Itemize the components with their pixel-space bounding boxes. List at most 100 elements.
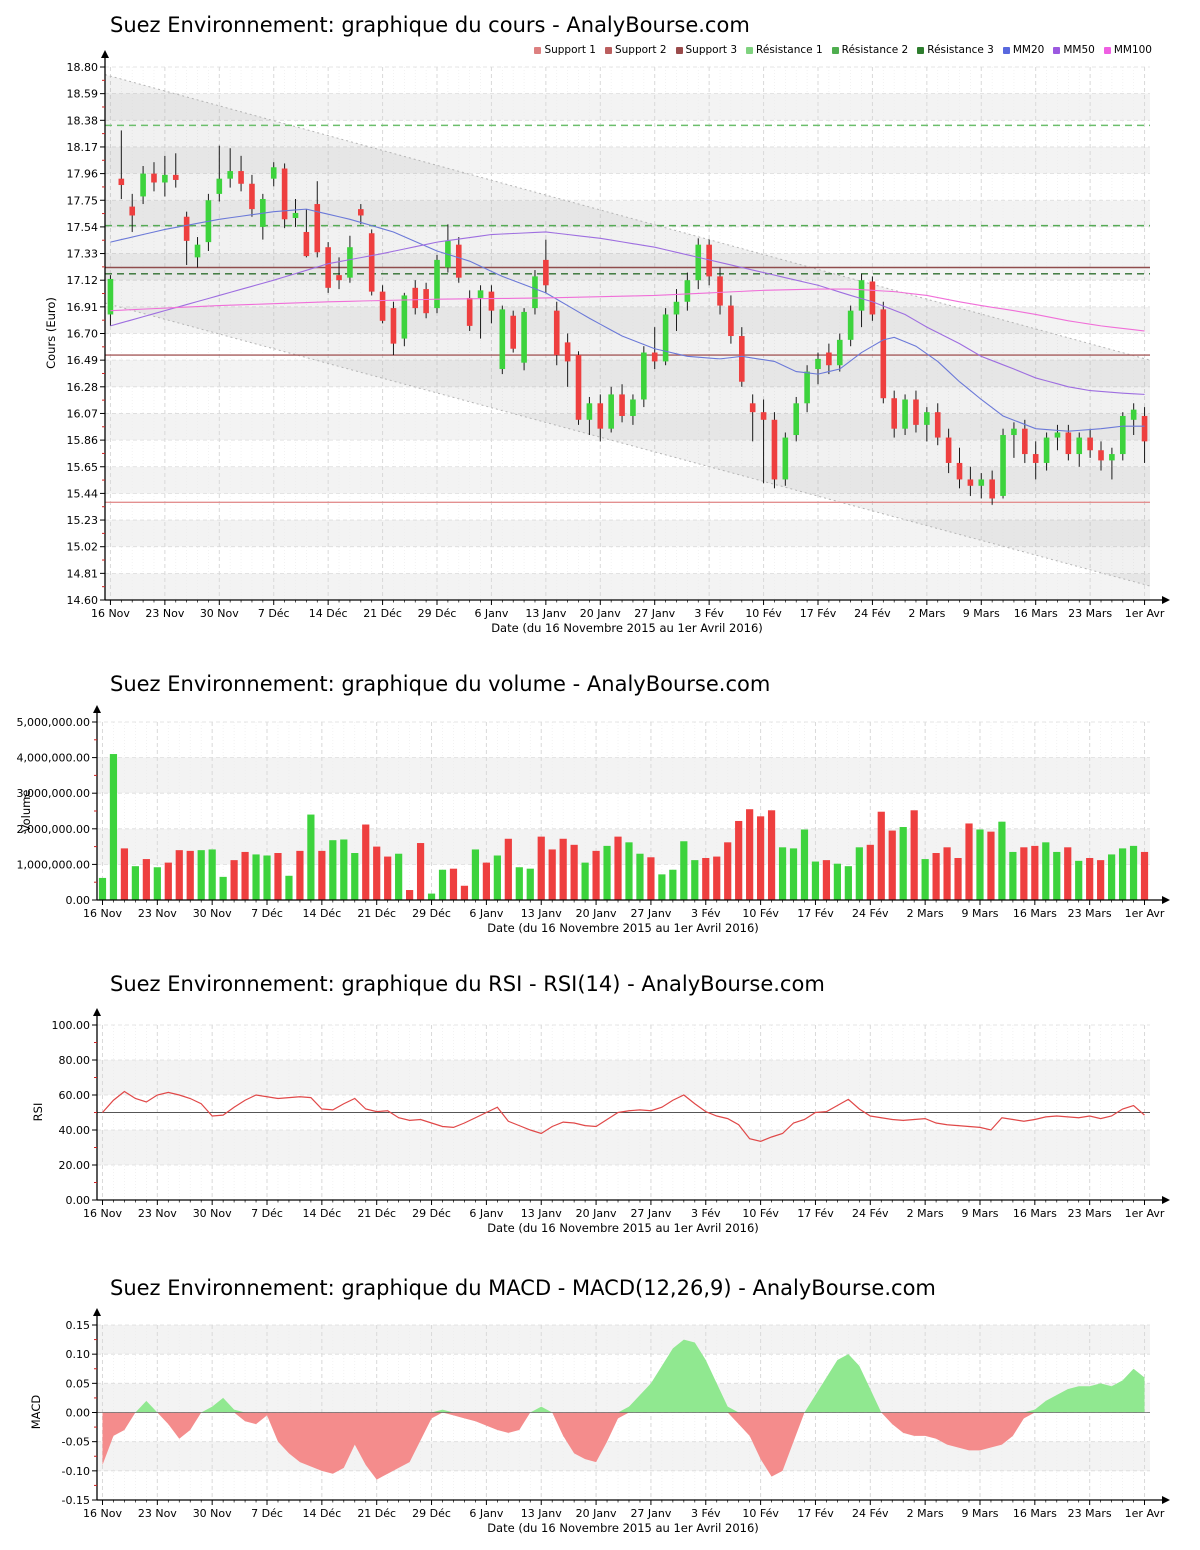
svg-text:29 Déc: 29 Déc [412,907,451,920]
volume-chart-title: Suez Environnement: graphique du volume … [110,672,771,696]
svg-text:24 Fév: 24 Fév [852,1507,889,1520]
svg-text:16 Nov: 16 Nov [83,1507,122,1520]
svg-text:23 Mars: 23 Mars [1068,607,1112,620]
svg-text:7 Déc: 7 Déc [251,1207,283,1220]
legend-label: Support 1 [544,44,596,56]
svg-text:0.00: 0.00 [66,894,91,907]
svg-text:18.59: 18.59 [67,88,99,101]
svg-text:6 Janv: 6 Janv [469,1207,503,1220]
svg-text:18.80: 18.80 [67,61,99,74]
svg-text:0.15: 0.15 [66,1319,91,1332]
svg-text:10 Fév: 10 Fév [742,907,779,920]
svg-text:23 Nov: 23 Nov [145,607,184,620]
svg-text:24 Fév: 24 Fév [854,607,891,620]
svg-text:7 Déc: 7 Déc [251,907,283,920]
legend-swatch [1053,46,1061,54]
svg-text:3,000,000.00: 3,000,000.00 [17,787,90,800]
svg-text:15.86: 15.86 [67,434,99,447]
svg-text:1er Avr: 1er Avr [1125,1507,1165,1520]
legend-label: Support 2 [614,44,667,56]
svg-text:30 Nov: 30 Nov [193,1507,232,1520]
svg-text:27 Janv: 27 Janv [630,907,671,920]
svg-text:10 Fév: 10 Fév [742,1207,779,1220]
svg-text:15.02: 15.02 [67,541,99,554]
svg-text:18.17: 18.17 [67,141,99,154]
svg-text:21 Déc: 21 Déc [357,1207,396,1220]
legend-swatch [1103,46,1111,54]
svg-text:60.00: 60.00 [59,1089,91,1102]
svg-text:6 Janv: 6 Janv [474,607,508,620]
svg-text:16 Nov: 16 Nov [83,907,122,920]
macd-y-axis-label: MACD [29,1395,43,1430]
svg-text:7 Déc: 7 Déc [251,1507,283,1520]
svg-text:23 Mars: 23 Mars [1068,1207,1112,1220]
legend-label: Résistance 3 [927,44,994,56]
svg-text:30 Nov: 30 Nov [193,1207,232,1220]
svg-text:21 Déc: 21 Déc [357,1507,396,1520]
legend-swatch [604,46,612,54]
svg-text:9 Mars: 9 Mars [961,907,998,920]
volume-x-axis-label: Date (du 16 Novembre 2015 au 1er Avril 2… [487,921,759,935]
svg-text:21 Déc: 21 Déc [363,607,402,620]
svg-text:17.54: 17.54 [67,221,99,234]
svg-text:9 Mars: 9 Mars [961,1507,998,1520]
svg-text:100.00: 100.00 [52,1019,91,1032]
svg-text:0.05: 0.05 [66,1377,91,1390]
svg-text:-0.10: -0.10 [62,1465,90,1478]
svg-text:20.00: 20.00 [59,1159,91,1172]
price-y-axis-label: Cours (Euro) [44,297,58,369]
svg-text:17.12: 17.12 [67,274,99,287]
svg-text:21 Déc: 21 Déc [357,907,396,920]
svg-text:23 Nov: 23 Nov [138,907,177,920]
svg-text:4,000,000.00: 4,000,000.00 [17,752,90,765]
svg-text:-0.05: -0.05 [62,1436,90,1449]
legend-item-mm50: MM50 [1053,44,1095,56]
svg-text:15.23: 15.23 [67,514,99,527]
svg-text:3 Fév: 3 Fév [691,1207,721,1220]
svg-text:16 Nov: 16 Nov [83,1207,122,1220]
legend-item-mm100: MM100 [1103,44,1152,56]
svg-text:1er Avr: 1er Avr [1125,907,1165,920]
legend-item-support-2: Support 2 [604,44,667,56]
svg-text:16.49: 16.49 [67,354,99,367]
legend-label: MM50 [1063,44,1095,56]
svg-text:6 Janv: 6 Janv [469,907,503,920]
svg-text:14 Déc: 14 Déc [302,1507,341,1520]
svg-text:16.28: 16.28 [67,381,99,394]
macd-x-axis-label: Date (du 16 Novembre 2015 au 1er Avril 2… [487,1521,759,1535]
svg-text:3 Fév: 3 Fév [694,607,724,620]
svg-text:17 Fév: 17 Fév [797,1507,834,1520]
svg-text:13 Janv: 13 Janv [521,1507,562,1520]
legend-item-r-sistance-2: Résistance 2 [831,44,908,56]
rsi-chart-canvas: RSI Date (du 16 Novembre 2015 au 1er Avr… [31,1008,1170,1235]
svg-text:2,000,000.00: 2,000,000.00 [17,823,90,836]
svg-text:13 Janv: 13 Janv [525,607,566,620]
svg-text:16 Nov: 16 Nov [91,607,130,620]
svg-text:0.00: 0.00 [66,1407,91,1420]
svg-text:16 Mars: 16 Mars [1013,1507,1057,1520]
svg-text:14 Déc: 14 Déc [309,607,348,620]
svg-text:16 Mars: 16 Mars [1014,607,1058,620]
svg-text:40.00: 40.00 [59,1124,91,1137]
legend-item-mm20: MM20 [1002,44,1044,56]
svg-text:29 Déc: 29 Déc [412,1507,451,1520]
svg-text:1,000,000.00: 1,000,000.00 [17,858,90,871]
svg-text:10 Fév: 10 Fév [742,1507,779,1520]
svg-text:14.60: 14.60 [67,594,99,607]
legend-item-r-sistance-1: Résistance 1 [746,44,823,56]
svg-text:24 Fév: 24 Fév [852,907,889,920]
svg-text:18.38: 18.38 [67,114,99,127]
svg-text:2 Mars: 2 Mars [907,1507,944,1520]
svg-text:2 Mars: 2 Mars [908,607,945,620]
volume-y-axis-label: Volume [19,790,33,833]
legend-swatch [534,46,542,54]
svg-text:29 Déc: 29 Déc [418,607,457,620]
svg-text:30 Nov: 30 Nov [193,907,232,920]
svg-text:13 Janv: 13 Janv [521,1207,562,1220]
legend-item-support-1: Support 1 [534,44,596,56]
svg-text:0.00: 0.00 [66,1194,91,1207]
legend-swatch [746,46,754,54]
svg-text:16.70: 16.70 [67,328,99,341]
svg-text:17 Fév: 17 Fév [797,1207,834,1220]
